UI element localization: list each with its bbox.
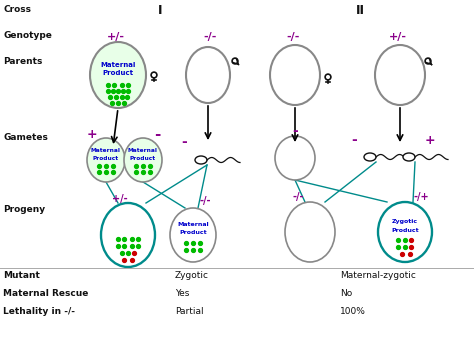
Ellipse shape: [378, 202, 432, 262]
Text: Progeny: Progeny: [3, 206, 45, 214]
Text: -: -: [181, 135, 187, 149]
Text: 100%: 100%: [340, 307, 366, 317]
Ellipse shape: [275, 136, 315, 180]
Text: Product: Product: [102, 70, 134, 76]
Text: Cross: Cross: [3, 5, 31, 15]
Text: Product: Product: [130, 155, 156, 160]
Text: Maternal: Maternal: [177, 223, 209, 228]
Ellipse shape: [87, 138, 125, 182]
Ellipse shape: [124, 138, 162, 182]
Ellipse shape: [186, 47, 230, 103]
Text: -: -: [351, 133, 357, 147]
Circle shape: [425, 58, 431, 64]
Text: Genotype: Genotype: [3, 31, 52, 39]
Text: +/-: +/-: [112, 194, 128, 204]
Circle shape: [325, 74, 331, 80]
Ellipse shape: [170, 208, 216, 262]
Text: -: -: [154, 126, 160, 142]
Text: II: II: [356, 4, 365, 16]
Text: Parents: Parents: [3, 58, 42, 66]
Ellipse shape: [195, 156, 207, 164]
Text: +/-: +/-: [389, 32, 407, 42]
Text: -/-: -/-: [203, 32, 217, 42]
Text: Zygotic: Zygotic: [175, 272, 209, 280]
Text: I: I: [158, 4, 162, 16]
Text: Gametes: Gametes: [3, 133, 48, 142]
Circle shape: [151, 72, 157, 78]
Text: -: -: [292, 124, 298, 138]
Text: -/-: -/-: [292, 192, 304, 202]
Text: Maternal Rescue: Maternal Rescue: [3, 289, 88, 299]
Text: Lethality in -/-: Lethality in -/-: [3, 307, 75, 317]
Text: +/-: +/-: [107, 32, 125, 42]
Text: Maternal-zygotic: Maternal-zygotic: [340, 272, 416, 280]
Text: Maternal: Maternal: [128, 148, 158, 153]
Ellipse shape: [270, 45, 320, 105]
Text: +: +: [87, 127, 97, 141]
Ellipse shape: [101, 203, 155, 267]
Text: -/-: -/-: [199, 196, 211, 206]
Circle shape: [232, 58, 238, 64]
Text: -/+: -/+: [413, 192, 429, 202]
Ellipse shape: [285, 202, 335, 262]
Text: No: No: [340, 289, 352, 299]
Text: Yes: Yes: [175, 289, 190, 299]
Ellipse shape: [364, 153, 376, 161]
Text: Product: Product: [391, 228, 419, 233]
Text: Zygotic: Zygotic: [392, 219, 418, 224]
Text: -/-: -/-: [286, 32, 300, 42]
Ellipse shape: [90, 42, 146, 108]
Ellipse shape: [375, 45, 425, 105]
Text: Mutant: Mutant: [3, 272, 40, 280]
Text: Maternal: Maternal: [91, 148, 121, 153]
Text: Maternal: Maternal: [100, 62, 136, 68]
Text: +: +: [425, 133, 435, 147]
Text: Product: Product: [179, 230, 207, 235]
Text: Partial: Partial: [175, 307, 204, 317]
Ellipse shape: [403, 153, 415, 161]
Text: Product: Product: [93, 155, 119, 160]
